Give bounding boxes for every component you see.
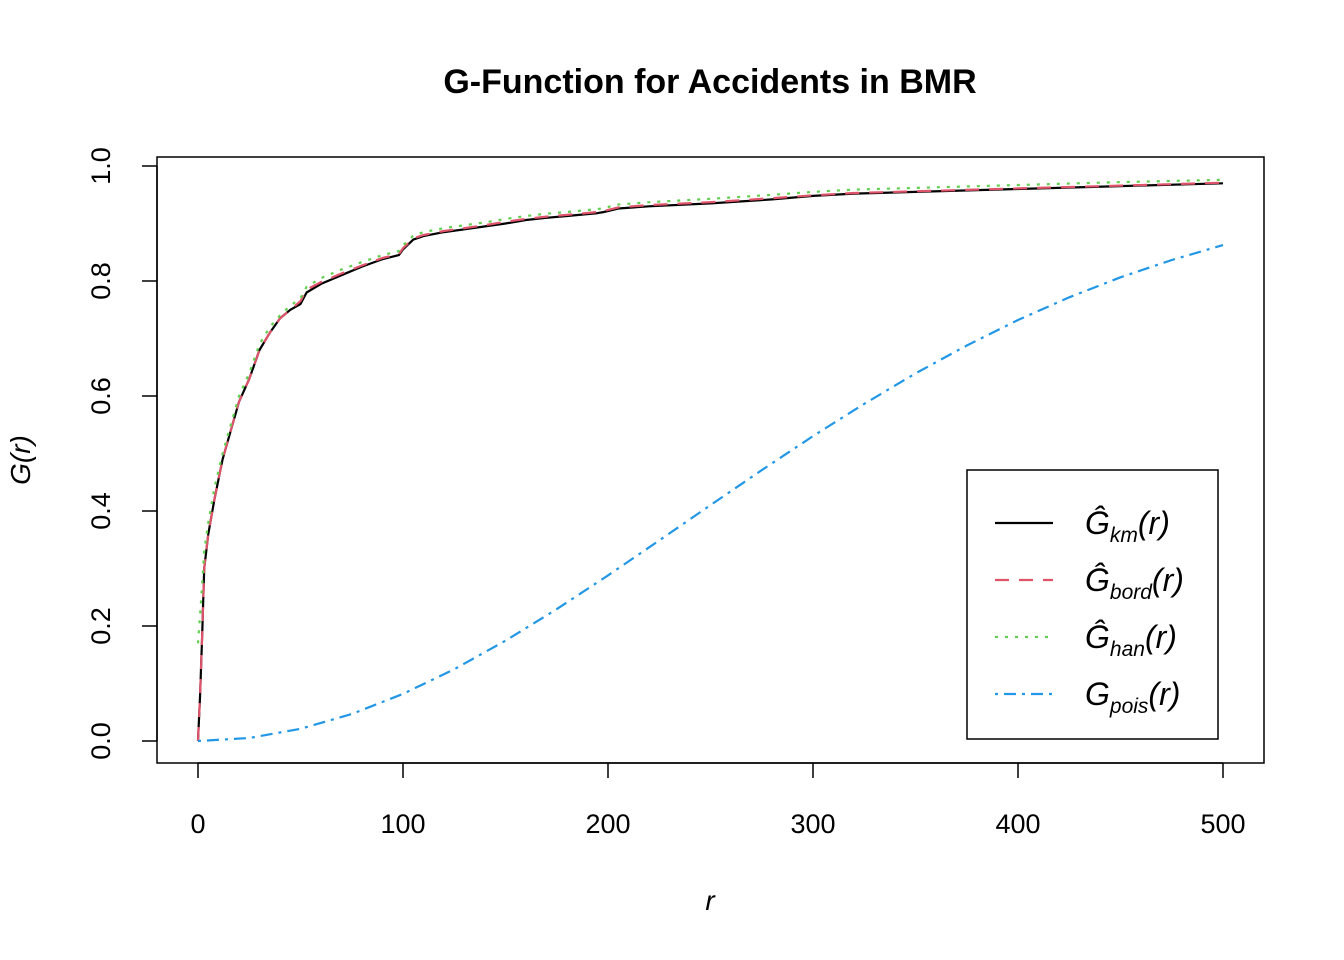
legend: Ĝkm(r)Ĝbord(r)Ĝhan(r)Gpois(r) (966, 469, 1219, 740)
legend-label-bord: Ĝbord(r) (1085, 562, 1184, 604)
legend-label-han: Ĝhan(r) (1085, 619, 1177, 661)
legend-subscript: bord (1110, 581, 1153, 604)
x-tick-label: 300 (790, 809, 835, 839)
legend-argument: (r) (1145, 619, 1177, 655)
x-tick-label: 100 (380, 809, 425, 839)
legend-subscript: pois (1109, 695, 1149, 718)
legend-subscript: han (1110, 638, 1145, 661)
legend-argument: (r) (1138, 505, 1170, 541)
series-line-pois (197, 244, 1224, 743)
legend-symbol: G (1085, 676, 1110, 712)
y-tick-label: 0.8 (86, 262, 116, 300)
legend-label-km: Ĝkm(r) (1085, 505, 1170, 547)
legend-argument: (r) (1152, 562, 1184, 598)
series-line-bord (196, 181, 1224, 742)
y-axis: 0.0 0.2 0.4 0.6 0.8 1.0 (86, 147, 158, 760)
y-tick-label: 0.4 (86, 492, 116, 530)
x-axis-label: r (705, 885, 716, 916)
y-tick-label: 1.0 (86, 147, 116, 185)
legend-subscript: km (1110, 524, 1138, 547)
x-tick-label: 400 (995, 809, 1040, 839)
y-tick-label: 0.2 (86, 607, 116, 645)
legend-argument: (r) (1148, 676, 1180, 712)
x-tick-label: 0 (190, 809, 205, 839)
series-lines (196, 178, 1224, 743)
legend-label-pois: Gpois(r) (1085, 676, 1180, 718)
legend-symbol: Ĝ (1085, 562, 1110, 598)
y-tick-label: 0.6 (86, 377, 116, 415)
x-axis: 0 100 200 300 400 500 (190, 762, 1246, 839)
legend-symbol: Ĝ (1085, 505, 1110, 541)
y-axis-label: G(r) (5, 435, 36, 485)
legend-symbol: Ĝ (1085, 619, 1110, 655)
x-tick-label: 500 (1200, 809, 1245, 839)
y-tick-label: 0.0 (86, 722, 116, 760)
x-tick-label: 200 (585, 809, 630, 839)
chart-title: G-Function for Accidents in BMR (443, 63, 976, 101)
